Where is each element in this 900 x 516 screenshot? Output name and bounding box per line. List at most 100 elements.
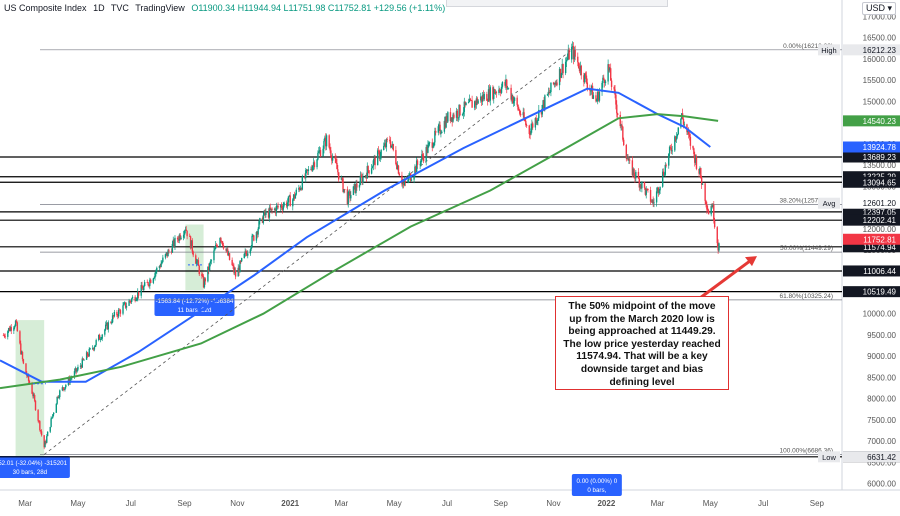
candle-body bbox=[426, 147, 428, 153]
candle-body bbox=[7, 328, 10, 332]
candle-body bbox=[220, 237, 222, 242]
candle-body bbox=[27, 374, 30, 381]
candle-body bbox=[420, 159, 422, 165]
high-price-label-text: 16212.23 bbox=[863, 46, 897, 55]
candle-body bbox=[362, 176, 364, 183]
candle-body bbox=[40, 431, 43, 436]
candle-body bbox=[445, 116, 447, 128]
candle-body bbox=[350, 195, 352, 199]
candle-body bbox=[324, 137, 326, 142]
currency-button[interactable]: USD ▾ bbox=[861, 2, 896, 15]
x-tick-label: Sep bbox=[494, 499, 509, 508]
candle-body bbox=[122, 305, 124, 314]
candle-body bbox=[665, 164, 667, 166]
candle-body bbox=[25, 363, 27, 374]
candle-body bbox=[414, 166, 416, 175]
candle-body bbox=[668, 146, 671, 154]
x-tick-label: May bbox=[387, 499, 402, 508]
candle-body bbox=[579, 65, 582, 72]
candle-body bbox=[499, 89, 501, 92]
candle-body bbox=[245, 251, 247, 254]
candle-body bbox=[168, 250, 170, 252]
candle-body bbox=[577, 56, 579, 63]
candle-body bbox=[21, 352, 24, 360]
price-axis-bg bbox=[842, 0, 900, 511]
candle-body bbox=[597, 91, 600, 101]
candle-body bbox=[129, 300, 131, 302]
price-label-bg bbox=[843, 176, 900, 188]
candle-body bbox=[124, 302, 127, 308]
candle-body bbox=[137, 291, 139, 299]
candle-body bbox=[201, 274, 203, 276]
candle-body bbox=[298, 187, 300, 190]
candle-body bbox=[487, 100, 489, 102]
candle-body bbox=[61, 387, 64, 391]
candle-body bbox=[564, 61, 567, 74]
candle-body bbox=[634, 175, 636, 179]
candle-body bbox=[76, 369, 78, 372]
candle-body bbox=[268, 207, 271, 218]
candle-body bbox=[283, 202, 285, 206]
candle-body bbox=[629, 159, 631, 161]
price-label-bg bbox=[843, 214, 900, 226]
candle-body bbox=[707, 210, 710, 215]
candle-body bbox=[165, 252, 168, 255]
candle-body bbox=[548, 91, 550, 94]
candle-body bbox=[671, 150, 673, 152]
candle-body bbox=[555, 82, 557, 85]
candle-body bbox=[389, 141, 392, 148]
candle-body bbox=[190, 240, 193, 249]
candle-body bbox=[307, 169, 310, 171]
candle-body bbox=[313, 162, 316, 168]
candle-body bbox=[227, 249, 229, 256]
high-tag-bg bbox=[818, 44, 840, 56]
candle-body bbox=[312, 165, 314, 171]
candle-body bbox=[374, 157, 376, 166]
candle-body bbox=[494, 92, 497, 94]
candle-body bbox=[694, 156, 697, 163]
price-label-text: 11006.44 bbox=[863, 267, 896, 276]
candle-body bbox=[131, 296, 134, 299]
y-tick-label: 10000.00 bbox=[863, 310, 897, 319]
candle-body bbox=[172, 239, 174, 245]
candle-body bbox=[482, 95, 485, 100]
candle-body bbox=[310, 168, 312, 170]
candle-body bbox=[301, 176, 304, 190]
chart-header: US Composite Index 1D TVC TradingView O1… bbox=[4, 3, 449, 13]
candle-body bbox=[368, 170, 370, 174]
candle-body bbox=[459, 104, 461, 116]
candle-body bbox=[500, 86, 503, 93]
y-tick-label: 8000.00 bbox=[867, 395, 896, 404]
candle-body bbox=[178, 234, 181, 241]
candle-body bbox=[162, 257, 164, 262]
candle-body bbox=[179, 234, 181, 239]
symbol-name[interactable]: US Composite Index bbox=[4, 3, 87, 13]
fib-level-label: 61.80%(10325.24) bbox=[780, 293, 834, 300]
measure-label-bars: 0 bars, bbox=[587, 487, 606, 494]
candle-body bbox=[662, 171, 665, 176]
candle-body bbox=[182, 234, 185, 238]
y-tick-label: 17000.00 bbox=[863, 12, 897, 21]
candle-body bbox=[32, 393, 34, 397]
candle-body bbox=[516, 97, 518, 105]
candle-body bbox=[530, 128, 532, 135]
candle-body bbox=[506, 87, 509, 89]
candle-body bbox=[147, 282, 149, 286]
price-label-text: 13094.65 bbox=[863, 178, 897, 187]
candle-body bbox=[34, 400, 37, 411]
candle-body bbox=[402, 183, 404, 185]
candle-body bbox=[68, 377, 71, 384]
candle-body bbox=[202, 275, 204, 277]
candle-body bbox=[638, 178, 640, 188]
candle-body bbox=[717, 243, 719, 251]
candle-body bbox=[544, 95, 546, 109]
candle-body bbox=[222, 245, 225, 249]
candle-body bbox=[282, 205, 284, 210]
interval[interactable]: 1D bbox=[93, 3, 105, 13]
candle-body bbox=[273, 208, 276, 211]
candle-body bbox=[713, 220, 716, 228]
candle-body bbox=[65, 384, 67, 388]
measure-label-bars: 11 bars, 22d bbox=[177, 307, 211, 314]
